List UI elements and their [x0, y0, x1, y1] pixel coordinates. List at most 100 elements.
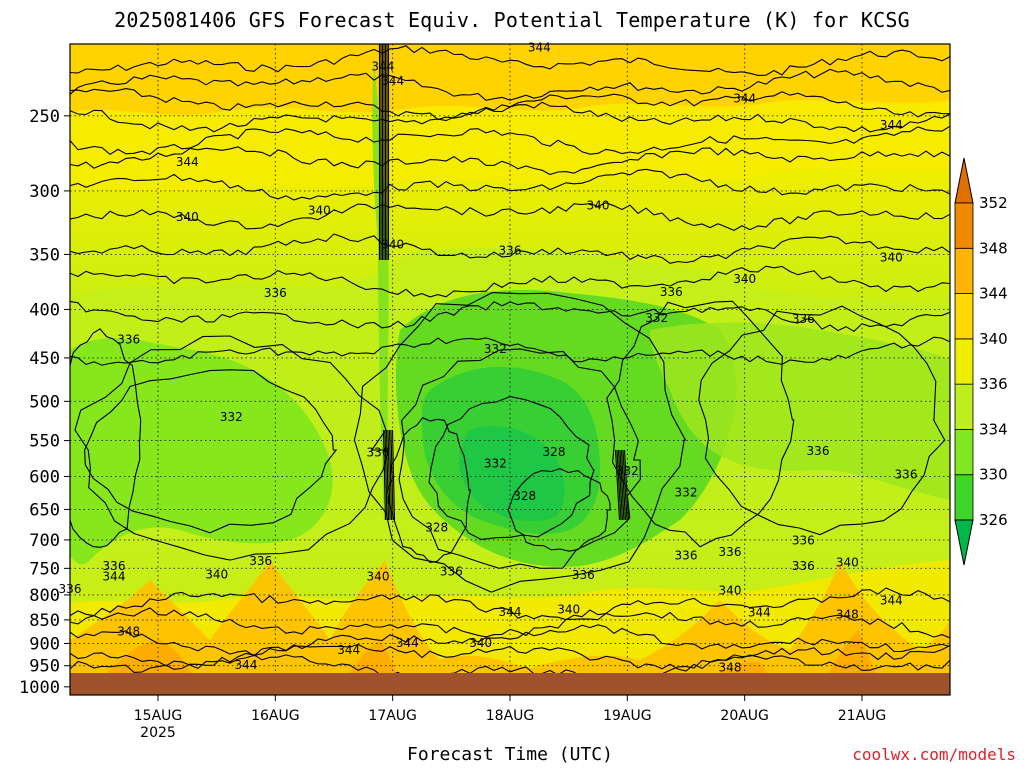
- contour-loop-0: [74, 335, 389, 561]
- heatmap-fields: [70, 44, 950, 695]
- y-tick-label-600: 600: [29, 467, 60, 487]
- contour-line-7: [70, 202, 950, 232]
- colorbar-swatch-4: [954, 293, 974, 340]
- contour-loop-4: [428, 396, 595, 540]
- contour-label-7: 340: [308, 204, 331, 218]
- contour-label-2: 344: [528, 40, 551, 54]
- colorbar-swatch-5: [954, 247, 974, 294]
- colorbar-label-344: 344: [979, 285, 1008, 303]
- contour-label-31: 332: [220, 410, 243, 424]
- contour-label-23: 336: [440, 565, 463, 579]
- contour-label-22: 336: [249, 554, 272, 568]
- contour-line-1: [70, 68, 950, 101]
- x-tick-label-19AUG: 19AUG: [603, 708, 652, 724]
- contour-label-37: 328: [425, 520, 448, 534]
- contour-label-28: 336: [792, 534, 815, 548]
- contour-label-25: 336: [675, 549, 698, 563]
- contour-label-13: 336: [264, 286, 287, 300]
- credit-link[interactable]: coolwx.com/models: [852, 745, 1016, 764]
- y-axis: 250 300 350 400 450 500 550 600 650 700 750 800 850 9…: [19, 107, 70, 698]
- y-tick-label-800: 800: [29, 586, 60, 606]
- colorbar-label-352: 352: [979, 194, 1008, 212]
- contour-label-6: 340: [176, 210, 199, 224]
- contour-line-6: [70, 168, 950, 201]
- contour-spike-2-2: [617, 449, 624, 521]
- contour-label-30: 332: [484, 342, 507, 356]
- contour-label-26: 336: [719, 545, 742, 559]
- colorbar-top-arrow: [954, 157, 974, 204]
- contour-label-29: 332: [645, 311, 668, 325]
- contour-label-14: 336: [117, 333, 140, 347]
- contour-spike-1-0: [382, 429, 387, 521]
- contour-loop-8: [387, 417, 472, 563]
- grid-lines: [70, 44, 950, 695]
- contour-label-43: 340: [557, 603, 580, 617]
- contour-loop-1: [84, 369, 338, 534]
- contour-label-40: 340: [367, 570, 390, 584]
- field-green-left: [70, 338, 333, 565]
- y-tick-label-350: 350: [29, 245, 60, 265]
- contour-spike-1-4: [388, 429, 393, 521]
- contour-lines: [70, 44, 950, 681]
- contour-label-41: 340: [836, 555, 859, 569]
- contour-line-3: [70, 101, 950, 133]
- contour-line-16: [70, 652, 950, 681]
- contour-spike-2-6: [623, 449, 630, 521]
- contour-label-53: 348: [719, 660, 742, 674]
- colorbar-label-348: 348: [979, 239, 1008, 257]
- contour-label-11: 340: [880, 250, 903, 264]
- field-green-deep: [459, 426, 565, 522]
- colorbar-label-330: 330: [979, 466, 1008, 484]
- contour-spike-1-2: [385, 429, 390, 521]
- y-tick-label-300: 300: [29, 182, 60, 202]
- contour-label-32: 332: [484, 456, 507, 470]
- x-axis-label: Forecast Time (UTC): [407, 744, 613, 765]
- contour-line-12: [70, 587, 950, 621]
- contour-line-15: [70, 643, 950, 672]
- contour-line-0: [70, 45, 950, 76]
- contour-loop-9: [507, 468, 611, 552]
- contour-label-51: 348: [117, 624, 140, 638]
- y-tick-label-650: 650: [29, 500, 60, 520]
- contour-label-47: 344: [337, 643, 360, 657]
- x-tick-label-15AUG: 15AUG: [134, 708, 183, 724]
- contour-label-21: 336: [59, 582, 82, 596]
- contour-spike-2-4: [620, 449, 627, 521]
- contour-loop-6: [698, 305, 946, 536]
- contour-label-24: 336: [572, 568, 595, 582]
- contour-spike-1-1: [384, 429, 388, 521]
- chart-title: 2025081406 GFS Forecast Equiv. Potential…: [114, 8, 910, 32]
- contour-spike-2-0: [614, 449, 621, 521]
- ground-surface: [70, 673, 950, 695]
- contour-spike-1-5: [390, 429, 394, 521]
- colorbar-swatch-0: [954, 474, 974, 521]
- y-tick-label-400: 400: [29, 300, 60, 320]
- contour-loop-7: [70, 328, 142, 548]
- y-tick-label-850: 850: [29, 611, 60, 631]
- colorbar-bottom-arrow: [954, 519, 974, 566]
- contour-label-8: 340: [381, 237, 404, 251]
- contour-label-39: 340: [205, 567, 228, 581]
- contour-label-44: 340: [469, 636, 492, 650]
- contour-label-20: 336: [103, 559, 126, 573]
- contour-label-16: 336: [792, 312, 815, 326]
- colorbar-label-326: 326: [979, 511, 1008, 529]
- contour-label-1: 344: [381, 74, 404, 88]
- colorbar-swatch-3: [954, 338, 974, 385]
- contour-label-42: 340: [719, 583, 742, 597]
- x-tick-label-16AUG: 16AUG: [251, 708, 300, 724]
- y-tick-label-550: 550: [29, 432, 60, 452]
- contour-spike-2-5: [622, 449, 628, 521]
- x-tick-label-17AUG: 17AUG: [368, 708, 417, 724]
- y-tick-label-750: 750: [29, 559, 60, 579]
- contour-spike-2-3: [619, 449, 625, 521]
- contour-loop-2: [353, 292, 687, 593]
- y-tick-label-450: 450: [29, 349, 60, 369]
- contour-label-36: 328: [513, 489, 536, 503]
- contour-spike-1-3: [387, 429, 391, 521]
- field-streak-17aug: [372, 60, 389, 520]
- contour-loop-3: [398, 348, 641, 569]
- contour-label-19: 336: [367, 446, 390, 460]
- colorbar-swatch-1: [954, 429, 974, 476]
